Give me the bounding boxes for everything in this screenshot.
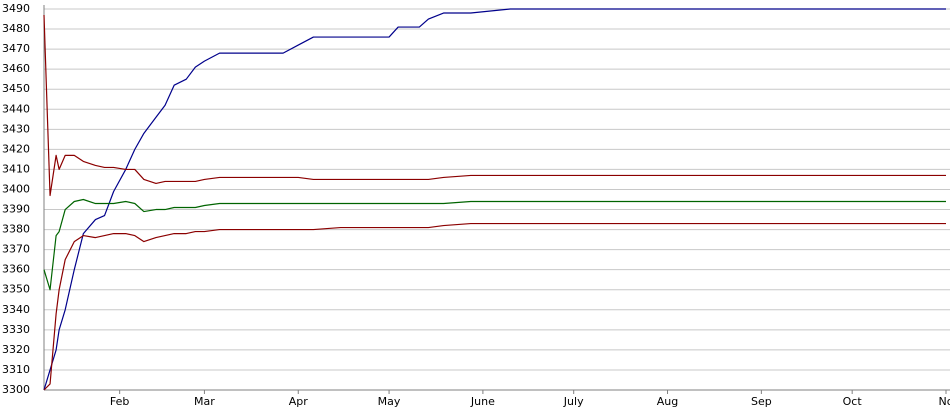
x-tick-label: Oct <box>843 395 863 408</box>
y-tick-label: 3370 <box>2 243 30 256</box>
y-tick-label: 3410 <box>2 162 30 175</box>
series-line <box>43 222 946 391</box>
x-tick-label: Mar <box>194 395 215 408</box>
x-tick-label: July <box>563 395 584 408</box>
y-tick-label: 3360 <box>2 263 30 276</box>
y-tick-label: 3350 <box>2 283 30 296</box>
series-line <box>43 14 946 197</box>
y-tick-label: 3300 <box>2 383 30 396</box>
y-tick-label: 3440 <box>2 102 30 115</box>
series-line <box>43 8 946 391</box>
y-tick-label: 3400 <box>2 182 30 195</box>
y-tick-label: 3330 <box>2 323 30 336</box>
x-tick-label: Sep <box>751 395 772 408</box>
y-tick-label: 3380 <box>2 223 30 236</box>
y-tick-label: 3490 <box>2 2 30 15</box>
x-tick-label: Feb <box>110 395 129 408</box>
y-tick-label: 3480 <box>2 22 30 35</box>
x-tick-label: Apr <box>289 395 309 408</box>
y-tick-label: 3340 <box>2 303 30 316</box>
y-tick-label: 3460 <box>2 62 30 75</box>
y-tick-label: 3320 <box>2 343 30 356</box>
x-tick-label: Aug <box>657 395 678 408</box>
series-line <box>43 198 946 291</box>
y-tick-label: 3420 <box>2 142 30 155</box>
y-tick-label: 3430 <box>2 122 30 135</box>
x-tick-label: No <box>939 395 950 408</box>
y-tick-label: 3470 <box>2 42 30 55</box>
x-tick-label: May <box>378 395 401 408</box>
y-tick-label: 3310 <box>2 363 30 376</box>
y-tick-label: 3390 <box>2 203 30 216</box>
y-tick-label: 3450 <box>2 82 30 95</box>
x-tick-label: June <box>470 395 495 408</box>
